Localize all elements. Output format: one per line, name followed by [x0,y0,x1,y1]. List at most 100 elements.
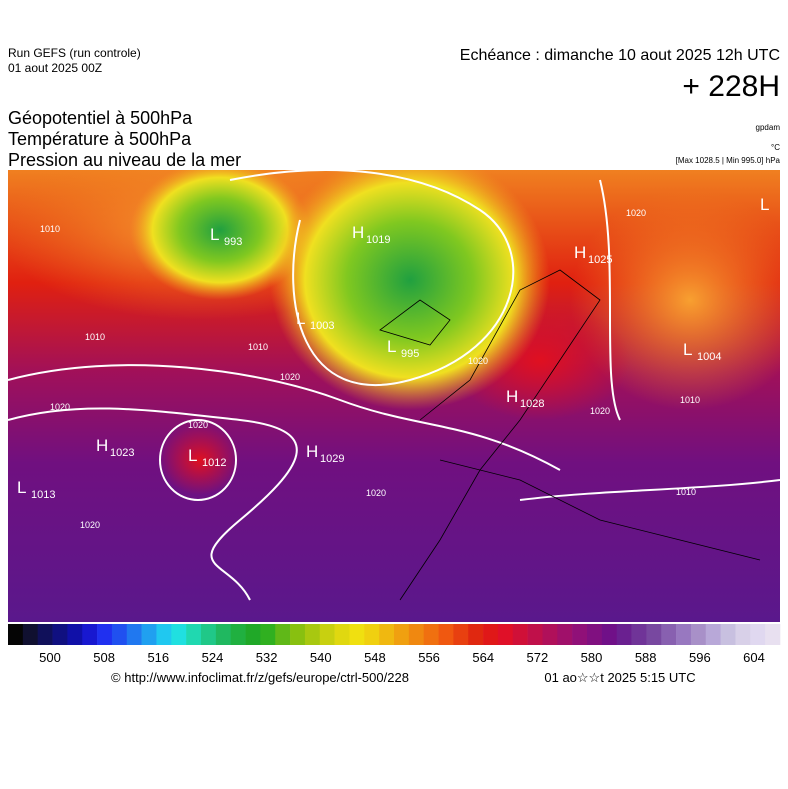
color-swatch [111,624,128,645]
colorbar-tick: 532 [256,650,278,665]
lead-time: + 228H [682,70,780,103]
isobar-label: 1010 [40,224,60,234]
color-swatch [468,624,484,645]
color-swatch [37,624,53,645]
color-swatch [171,624,187,645]
color-swatch [557,624,573,645]
color-swatch [483,624,499,645]
source: © http://www.infoclimat.fr/z/gefs/europe… [111,670,409,685]
color-swatch [275,624,291,645]
color-swatch [67,624,83,645]
center-value: 1029 [320,453,344,465]
colorbar: 500 508 516 524 532 540 548 556 564 572 580 588 596 6… [8,624,781,665]
isobar-label: 1010 [85,332,105,342]
color-swatch [705,624,721,645]
isobar-label: 1010 [248,342,268,352]
isobar-label: 1020 [50,402,70,412]
field: Pression au niveau de la mer [8,150,241,170]
color-swatch [349,624,365,645]
colorbar-tick: 556 [418,650,440,665]
colorbar-tick: 572 [527,650,549,665]
color-swatch [215,624,231,645]
colorbar-tick: 548 [364,650,386,665]
color-swatch [423,624,439,645]
field: Géopotentiel à 500hPa [8,108,193,128]
color-swatch [438,624,454,645]
color-swatch [572,624,588,645]
isobar-label: 1020 [366,488,386,498]
color-swatch [601,624,617,645]
center-symbol: H [96,436,108,455]
colorbar-tick: 516 [147,650,169,665]
color-swatch [364,624,380,645]
color-swatch [735,624,751,645]
unit: gpdam [756,123,781,132]
color-swatch [646,624,662,645]
color-swatch [631,624,647,645]
colorbar-tick: 508 [93,650,115,665]
center-value: 1004 [697,351,721,363]
color-swatch [97,624,113,645]
color-swatch [8,624,24,645]
timestamp: 01 ao☆☆t 2025 5:15 UTC [544,670,695,685]
center-symbol: H [574,243,586,262]
color-swatch [379,624,395,645]
center-symbol: H [306,442,318,461]
center-value: 1012 [202,457,226,469]
isobar-label: 1020 [188,420,208,430]
center-value: 1019 [366,234,390,246]
center-value: 1025 [588,254,612,266]
colorbar-tick: 588 [635,650,657,665]
colorbar-tick: 564 [472,650,494,665]
isobar-label: 1020 [468,356,488,366]
color-swatch [453,624,469,645]
run: Run GEFS (run controle) [8,46,141,60]
center-symbol: L [387,337,396,356]
colorbar-tick: 524 [202,650,224,665]
color-swatch [230,624,246,645]
center-value: 1023 [110,447,134,459]
colorbar-tick: 580 [581,650,603,665]
center-symbol: L [760,195,769,214]
unit: [Max 1028.5 | Min 995.0] hPa [676,156,781,165]
color-swatch [497,624,514,645]
color-swatch [319,624,335,645]
center-value: 993 [224,236,242,248]
isobar-label: 1010 [680,395,700,405]
color-swatch [82,624,98,645]
center-symbol: H [352,223,364,242]
center-symbol: L [296,309,305,328]
color-swatch [245,624,261,645]
colorbar-tick: 596 [689,650,711,665]
color-swatch [527,624,543,645]
color-swatch [676,624,692,645]
color-swatch [616,624,632,645]
color-swatch [201,624,217,645]
center-symbol: L [188,446,197,465]
colorbar-tick: 540 [310,650,332,665]
color-swatch [587,624,603,645]
color-swatch [52,624,68,645]
color-swatch [750,624,766,645]
color-swatch [661,624,677,645]
color-swatch [290,624,306,645]
isobar-label: 1020 [590,406,610,416]
center-value: 1013 [31,489,55,501]
color-swatch [304,624,321,645]
map [8,170,780,622]
unit: °C [771,143,780,152]
center-symbol: H [506,387,518,406]
run-date: 01 aout 2025 00Z [8,61,102,75]
center-value: 995 [401,348,419,360]
isobar-label: 1020 [280,372,300,382]
color-swatch [156,624,172,645]
center-value: 1003 [310,320,334,332]
center-symbol: L [17,478,26,497]
color-swatch [720,624,736,645]
center-value: 1028 [520,398,544,410]
color-swatch [186,624,202,645]
valid-time: Echéance : dimanche 10 aout 2025 12h UTC [460,47,780,64]
color-swatch [542,624,558,645]
